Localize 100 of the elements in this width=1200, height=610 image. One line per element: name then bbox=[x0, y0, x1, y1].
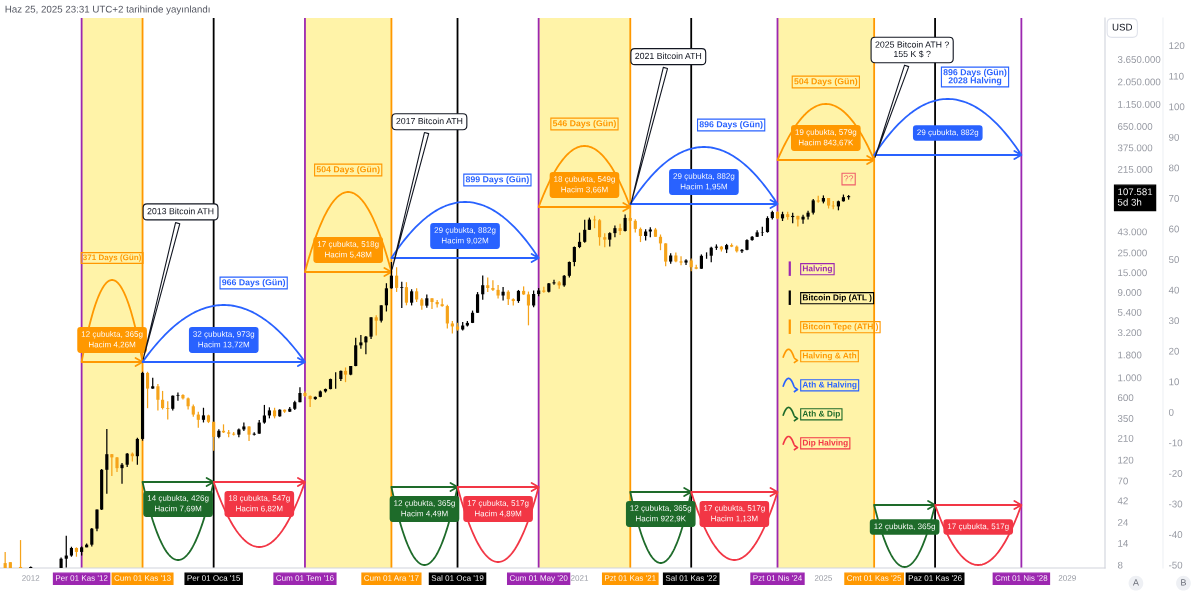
candlestick bbox=[354, 337, 358, 367]
annotation: 29 çubukta, 882g bbox=[917, 129, 979, 137]
candlestick bbox=[679, 255, 683, 266]
ref-line-label: Bitcoin Tepe (ATH ) bbox=[802, 323, 879, 332]
x-tick-label: Cmt 01 Nis '28 bbox=[995, 574, 1048, 581]
annotation: 32 çubukta, 973g Hacim 13,72M bbox=[193, 331, 255, 349]
candlestick bbox=[262, 404, 266, 425]
annotation: Ath & Dip bbox=[802, 410, 840, 419]
y2-tick-label: 100 bbox=[1169, 103, 1185, 111]
x-tick-label: Cum 01 Ara '17 bbox=[364, 575, 419, 581]
y2-tick-label: 90 bbox=[1169, 133, 1179, 141]
annotation: 966 Days (Gün) bbox=[222, 278, 286, 288]
annotation: 18 çubukta, 549g Hacim 3,66M bbox=[554, 176, 615, 194]
candlestick bbox=[160, 390, 165, 411]
annotation: 371 Days (Gün) bbox=[82, 254, 142, 262]
candlestick bbox=[369, 316, 373, 340]
annotation: ?? bbox=[844, 175, 854, 182]
y2-tick-label: -10 bbox=[1168, 439, 1183, 447]
y-tick-label: 24 bbox=[1117, 519, 1129, 526]
candlestick bbox=[475, 291, 480, 314]
y-tick-label: 14 bbox=[1118, 540, 1129, 547]
annotation: Dip Halving bbox=[802, 439, 848, 448]
chart-subtitle: Haz 25, 2025 23:31 UTC+2 tarihinde yayınlandı bbox=[5, 5, 210, 15]
y-tick-label: 210 bbox=[1117, 434, 1134, 442]
candlestick bbox=[359, 334, 363, 350]
annotation: 12 çubukta, 365g Hacim 922,9K bbox=[630, 505, 692, 523]
candlestick bbox=[404, 281, 409, 306]
annotation: 29 çubukta, 882g Hacim 1,95M bbox=[673, 173, 735, 191]
y-tick-label: 215.000 bbox=[1117, 165, 1153, 173]
candlestick bbox=[501, 286, 505, 302]
annotation: 504 Days (Gün) bbox=[316, 165, 380, 175]
y-tick-label: 5.400 bbox=[1117, 308, 1142, 316]
y-tick-label: 1.000 bbox=[1118, 374, 1142, 382]
x-tick-label: Cum 01 May '20 bbox=[509, 575, 568, 583]
candlestick bbox=[384, 282, 388, 313]
y-tick-label: 120 bbox=[1118, 456, 1134, 464]
y-tick-label: 3.650.000 bbox=[1117, 56, 1161, 63]
candlestick bbox=[374, 314, 378, 337]
y2-tick-label: 110 bbox=[1169, 72, 1184, 80]
annotation: 2021 Bitcoin ATH bbox=[635, 52, 702, 59]
y-tick-label: 650.000 bbox=[1117, 123, 1153, 130]
y-tick-label: 1.800 bbox=[1118, 351, 1142, 359]
candlestick bbox=[156, 383, 160, 412]
y2-tick-label: -40 bbox=[1168, 531, 1183, 539]
x-tick-label: Per 01 Oca '15 bbox=[187, 575, 241, 581]
annotation: 19 çubukta, 579g Hacim 843,67K bbox=[795, 129, 857, 147]
annotation: 899 Days (Gün) bbox=[465, 175, 529, 185]
annotation: 2017 Bitcoin ATH bbox=[396, 117, 463, 125]
candlestick bbox=[242, 421, 246, 432]
x-tick-label: 2029 bbox=[1058, 575, 1076, 581]
ref-line-label: Bitcoin Dip (ATL ) bbox=[802, 294, 872, 303]
candlestick bbox=[389, 261, 394, 290]
annotation: 12 çubukta, 365g Hacim 4,26M bbox=[81, 331, 143, 349]
x-tick-label: Cum 01 Kas '13 bbox=[114, 575, 171, 581]
candlestick bbox=[176, 391, 180, 402]
candlestick bbox=[395, 266, 399, 293]
annotation: 546 Days (Gün) bbox=[552, 119, 616, 129]
candlestick bbox=[445, 304, 449, 330]
candlestick bbox=[583, 219, 587, 244]
x-tick-label: Sal 01 Kas '22 bbox=[665, 574, 717, 581]
y-tick-label: 9.000 bbox=[1117, 289, 1142, 296]
candlestick bbox=[308, 394, 312, 408]
candlestick bbox=[135, 437, 139, 466]
text: USD bbox=[1112, 23, 1133, 31]
y-tick-label: 600 bbox=[1117, 394, 1134, 402]
candlestick bbox=[430, 297, 434, 310]
x-tick-label: Sal 01 Oca '19 bbox=[431, 574, 484, 581]
annotation: 17 çubukta, 517g bbox=[947, 523, 1009, 531]
x-tick-label: Pzt 01 Nis '24 bbox=[753, 574, 802, 581]
x-tick-label: Per 01 Kas '12 bbox=[55, 575, 108, 581]
annotation: 504 Days (Gün) bbox=[794, 77, 858, 87]
y2-tick-label: 80 bbox=[1168, 164, 1179, 172]
y-tick-label: 1.150.000 bbox=[1118, 100, 1161, 108]
y-tick-label: 107.581 5d 3h bbox=[1117, 188, 1153, 206]
annotation: 12 çubukta, 365g bbox=[874, 523, 935, 531]
y2-tick-label: 50 bbox=[1168, 256, 1179, 264]
candlestick bbox=[90, 527, 94, 548]
annotation: 12 çubukta, 365g Hacim 4,49M bbox=[394, 500, 455, 518]
candlestick bbox=[597, 218, 602, 247]
annotation: 17 çubukta, 517g Hacim 4,89M bbox=[467, 500, 529, 518]
candlestick bbox=[105, 428, 109, 495]
candlestick bbox=[552, 279, 556, 286]
y2-axis-title: B bbox=[1181, 579, 1186, 586]
candlestick bbox=[481, 274, 485, 301]
x-tick-label: Cum 01 Tem '16 bbox=[276, 575, 334, 581]
y-tick-label: 43.000 bbox=[1117, 228, 1147, 236]
y-tick-label: 42 bbox=[1117, 497, 1128, 505]
annotation: 17 çubukta, 518g Hacim 5,48M bbox=[317, 241, 379, 259]
y2-tick-label: 60 bbox=[1169, 225, 1179, 233]
y2-tick-label: 0 bbox=[1168, 408, 1174, 416]
y2-tick-label: -50 bbox=[1168, 561, 1183, 569]
y2-tick-label: 30 bbox=[1168, 317, 1179, 325]
annotation: 896 Days (Gün) 2028 Halving bbox=[943, 68, 1007, 86]
y2-tick-label: -30 bbox=[1168, 500, 1183, 508]
annotation: 14 çubukta, 426g Hacim 7,69M bbox=[147, 495, 209, 513]
annotation: 29 çubukta, 882g Hacim 9,02M bbox=[434, 227, 496, 245]
y2-tick-label: 10 bbox=[1169, 378, 1179, 386]
candlestick bbox=[64, 535, 68, 568]
annotation: 17 çubukta, 517g Hacim 1,13M bbox=[704, 505, 765, 523]
x-tick-label: Cmt 01 Kas '25 bbox=[847, 575, 902, 581]
